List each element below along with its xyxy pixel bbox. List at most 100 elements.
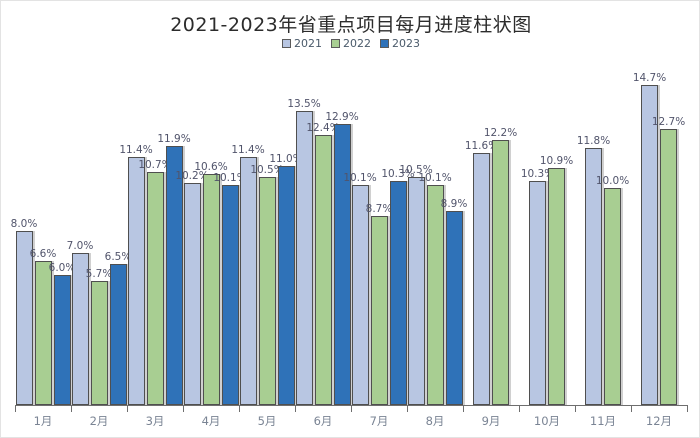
x-axis-tick <box>351 405 352 412</box>
bar-2022-6月[interactable]: 12.4% <box>306 122 340 405</box>
bar-rect <box>641 85 658 405</box>
x-axis-tick <box>183 405 184 412</box>
bar-group-2月: 7.0% 5.7% 6.5% <box>67 57 131 405</box>
x-axis-label-7月: 7月 <box>369 414 389 428</box>
bar-2021-7月[interactable]: 10.1% <box>343 172 377 405</box>
bar-2022-4月[interactable]: 10.6% <box>194 161 228 405</box>
legend-item-label: 2023 <box>392 37 420 50</box>
bar-2021-8月[interactable]: 10.5% <box>399 164 433 405</box>
x-axis-tick <box>407 405 408 412</box>
bar-group-12月: 14.7% 12.7% <box>631 57 687 405</box>
bar-rect <box>370 215 388 405</box>
legend-item-2021[interactable]: 2021 <box>282 37 322 50</box>
bar-rect <box>90 281 108 405</box>
bar-2021-3月[interactable]: 11.4% <box>119 144 153 405</box>
chart-legend: 2021 2022 2023 <box>1 37 699 50</box>
bar-group-11月: 11.8% 10.0% <box>575 57 631 405</box>
bar-2021-2月[interactable]: 7.0% <box>67 240 93 405</box>
bar-value-label: 10.6% <box>194 161 228 174</box>
bar-group-3月: 11.4% 10.7% 11.9% <box>119 57 191 405</box>
bar-rect <box>407 176 425 405</box>
x-axis-label-10月: 10月 <box>533 414 561 428</box>
bar-group-6月: 13.5% 12.4% 12.9% <box>287 57 359 405</box>
bar-2021-4月[interactable]: 10.2% <box>175 170 209 405</box>
bar-group-7月: 10.1% 8.7% 10.3% <box>343 57 415 405</box>
bar-2021-10月[interactable]: 10.3% <box>521 168 554 405</box>
bar-rect <box>314 135 332 405</box>
bar-rect <box>548 167 565 405</box>
x-axis-label-5月: 5月 <box>257 414 277 428</box>
bar-rect <box>34 261 52 405</box>
legend-item-2022[interactable]: 2022 <box>331 37 371 50</box>
bar-2021-12月[interactable]: 14.7% <box>633 72 666 405</box>
bar-2022-9月[interactable]: 12.2% <box>484 127 517 405</box>
bar-2022-11月[interactable]: 10.0% <box>596 175 629 405</box>
legend-item-2023[interactable]: 2023 <box>380 37 420 50</box>
bar-rect <box>445 211 463 405</box>
legend-item-label: 2021 <box>294 37 322 50</box>
x-axis-label-8月: 8月 <box>425 414 445 428</box>
bar-value-label: 12.2% <box>483 126 518 139</box>
bar-2022-7月[interactable]: 8.7% <box>366 203 392 405</box>
bar-group-10月: 10.3% 10.9% <box>519 57 575 405</box>
bar-2021-1月[interactable]: 8.0% <box>11 218 37 405</box>
bar-2023-4月[interactable]: 10.1% <box>213 172 247 405</box>
bar-2023-3月[interactable]: 11.9% <box>157 133 191 405</box>
bar-group-8月: 10.5% 10.1% 8.9% <box>399 57 467 405</box>
x-axis-label-6月: 6月 <box>313 414 333 428</box>
bar-rect <box>351 185 369 405</box>
bar-rect <box>529 180 546 405</box>
bar-group-9月: 11.6% 12.2% <box>463 57 519 405</box>
bar-rect <box>277 165 295 405</box>
bar-2022-8月[interactable]: 10.1% <box>418 172 452 405</box>
bar-2022-3月[interactable]: 10.7% <box>138 159 172 405</box>
bar-rect <box>127 157 145 405</box>
bar-rect <box>146 172 164 405</box>
x-axis-tick <box>519 405 520 412</box>
x-axis-tick <box>239 405 240 412</box>
bar-2023-2月[interactable]: 6.5% <box>105 251 131 405</box>
x-axis-label-12月: 12月 <box>645 414 673 428</box>
bar-2023-5月[interactable]: 11.0% <box>269 153 303 405</box>
bar-rect <box>221 185 239 405</box>
legend-swatch-icon <box>282 39 291 48</box>
bar-rect <box>15 231 33 405</box>
bar-value-label: 8.0% <box>10 218 38 230</box>
x-axis-tick <box>631 405 632 412</box>
x-axis-label-9月: 9月 <box>481 414 501 428</box>
x-axis-label-1月: 1月 <box>33 414 53 428</box>
bar-rect <box>239 157 257 405</box>
bar-rect <box>660 128 677 405</box>
bar-2023-1月[interactable]: 6.0% <box>49 262 75 405</box>
bar-2023-6月[interactable]: 12.9% <box>325 111 359 405</box>
bar-2021-5月[interactable]: 11.4% <box>231 144 265 405</box>
bar-2021-11月[interactable]: 11.8% <box>577 135 610 405</box>
bar-rect <box>109 263 127 405</box>
x-axis-tick <box>127 405 128 412</box>
bar-2023-7月[interactable]: 10.3% <box>381 168 415 405</box>
bar-2021-6月[interactable]: 13.5% <box>287 98 321 405</box>
bar-2022-2月[interactable]: 5.7% <box>86 268 112 405</box>
x-axis-labels: 1月 2月 3月 4月 5月 6月 7月 8月 9月 10月 11月 12月 <box>15 413 687 429</box>
bar-rect <box>492 139 509 405</box>
bar-groups: 8.0% 6.6% 6.0% 7.0% 5.7% 6.5% 11.4% 10.7% 11.9% 1… <box>11 57 687 405</box>
x-axis-tick <box>463 405 464 412</box>
x-axis-tick <box>15 405 16 412</box>
bar-rect <box>426 185 444 405</box>
bar-rect <box>165 146 183 405</box>
x-axis-label-11月: 11月 <box>589 414 617 428</box>
x-axis-label-4月: 4月 <box>201 414 221 428</box>
bar-rect <box>258 176 276 405</box>
bar-2022-12月[interactable]: 12.7% <box>652 116 685 405</box>
bar-2022-10月[interactable]: 10.9% <box>540 155 573 405</box>
bar-rect <box>183 183 201 405</box>
bar-2023-8月[interactable]: 8.9% <box>441 198 467 405</box>
bar-value-label: 14.7% <box>632 72 667 85</box>
bar-rect <box>71 252 89 405</box>
bar-group-4月: 10.2% 10.6% 10.1% <box>175 57 247 405</box>
bar-2022-1月[interactable]: 6.6% <box>30 248 56 405</box>
legend-swatch-icon <box>331 39 340 48</box>
bar-2022-5月[interactable]: 10.5% <box>250 164 284 405</box>
x-axis-label-3月: 3月 <box>145 414 165 428</box>
bar-2021-9月[interactable]: 11.6% <box>465 140 498 405</box>
